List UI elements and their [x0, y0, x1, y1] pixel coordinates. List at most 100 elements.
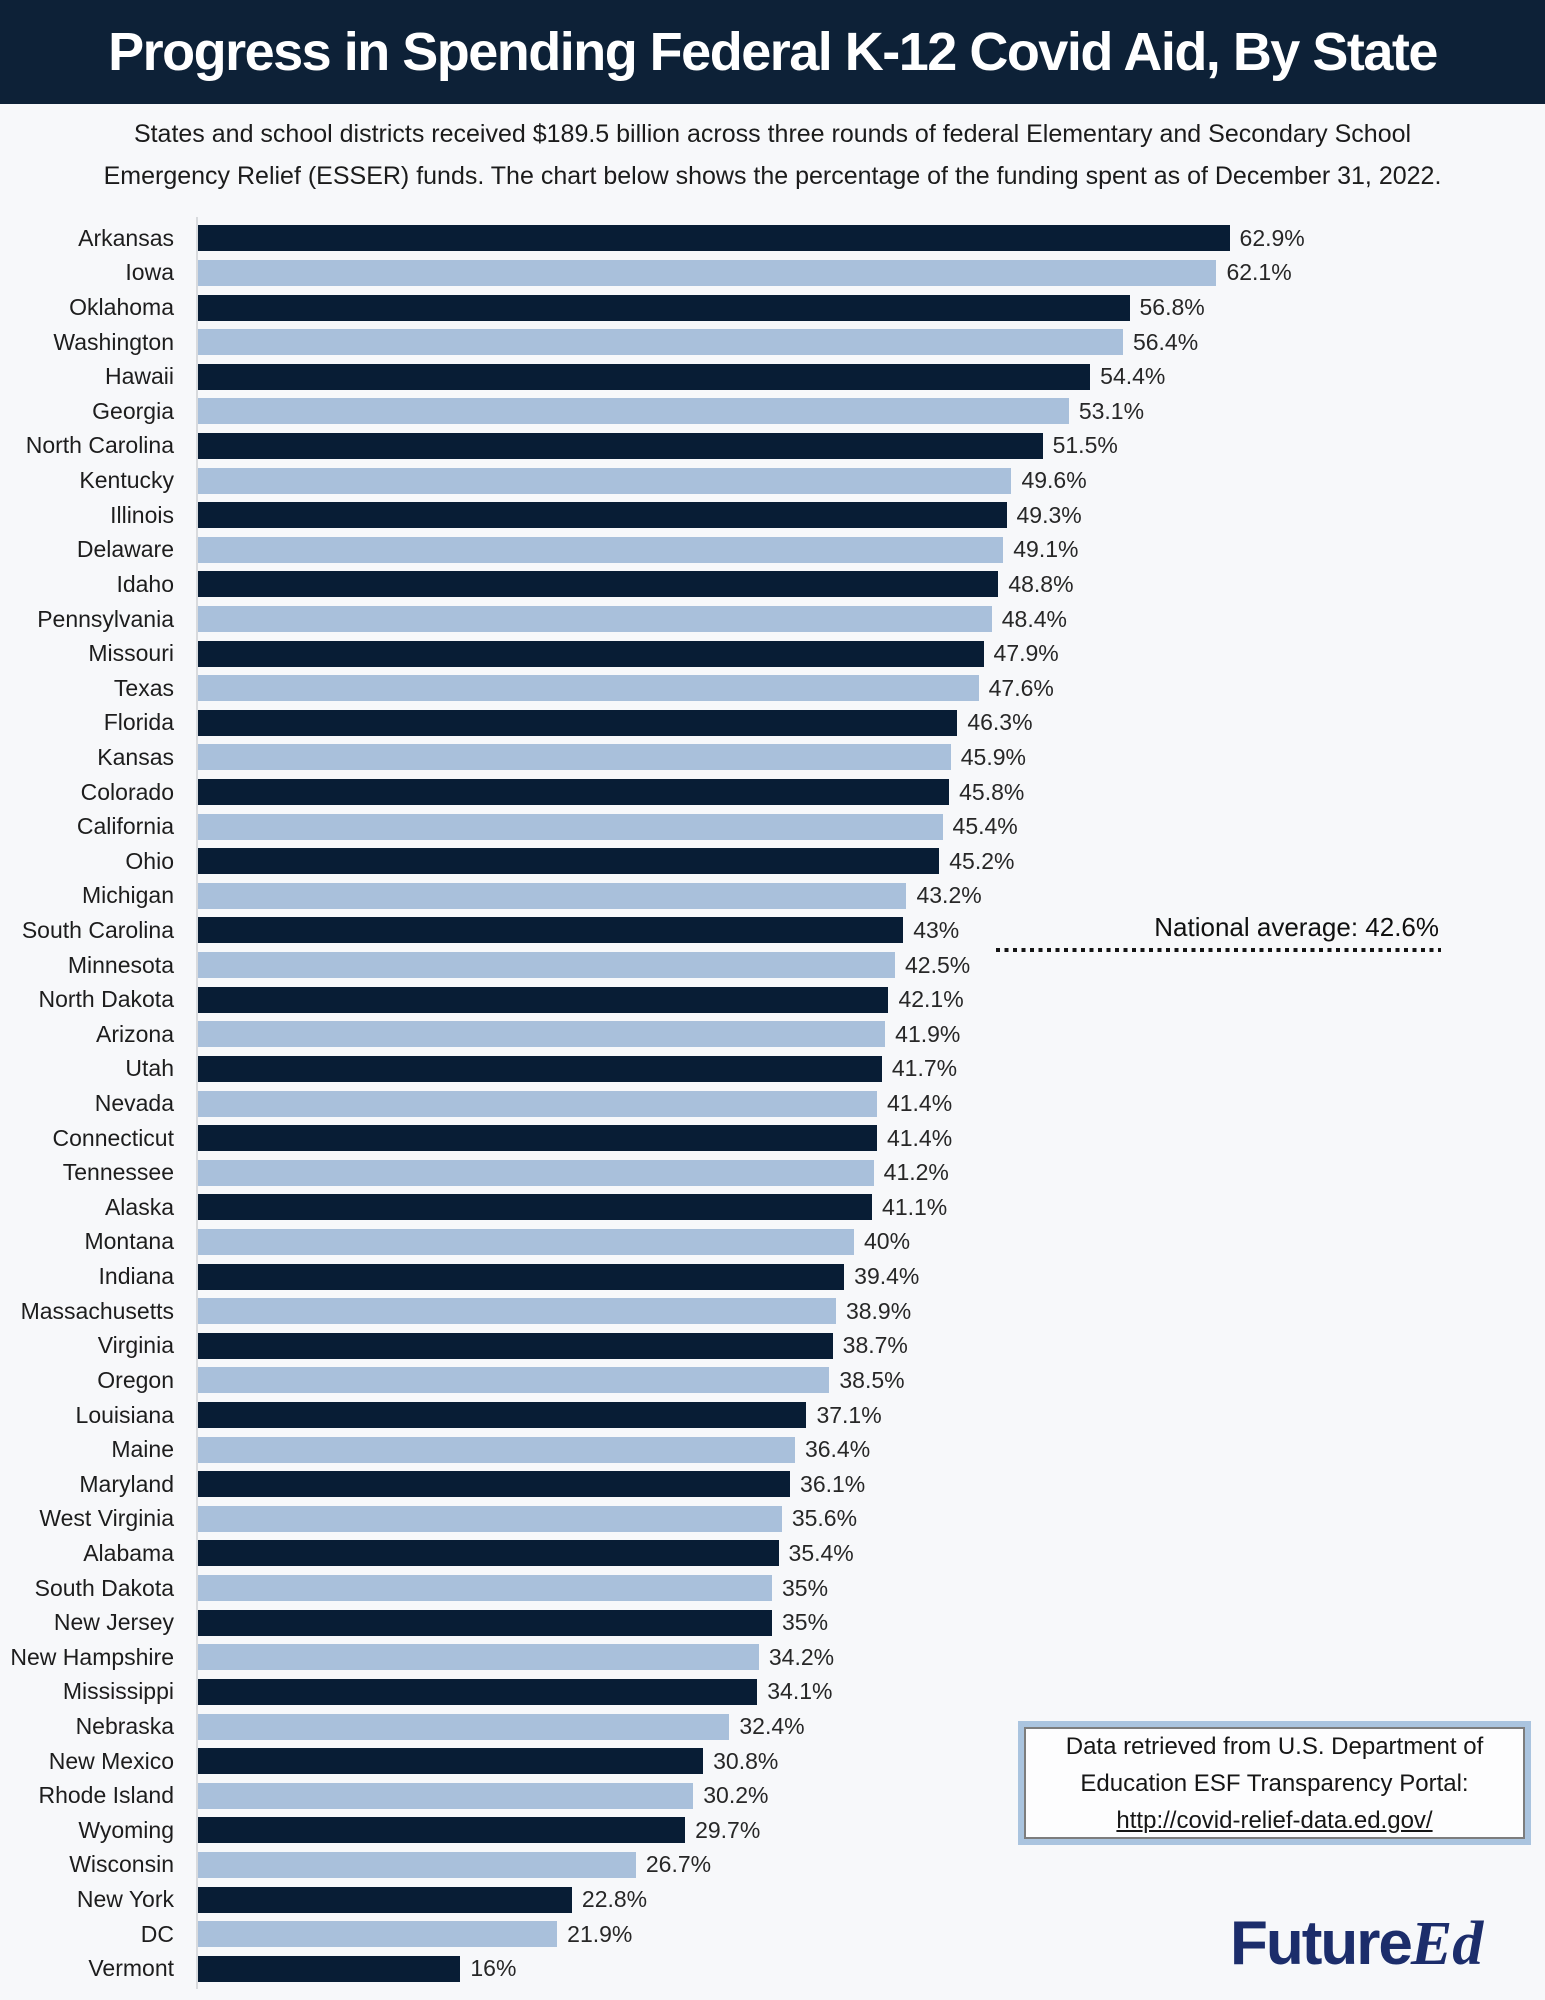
bar-value-label: 54.4%: [1100, 363, 1166, 390]
bar-label: Rhode Island: [38, 1782, 174, 1809]
bar-value-label: 39.4%: [854, 1263, 920, 1290]
bar-area: 45.2%: [198, 848, 1545, 875]
bar-label: Texas: [113, 674, 174, 701]
bar-value-label: 42.5%: [905, 951, 971, 978]
bar-label: Nevada: [94, 1090, 174, 1117]
bar-label: Ohio: [125, 847, 174, 874]
chart-subtitle: States and school districts received $18…: [0, 113, 1545, 197]
bar-rows: Arkansas 62.9% Iowa 62.1% Oklahoma 56.8% Washi…: [0, 221, 1545, 1986]
bar-label: California: [76, 813, 174, 840]
bar: [198, 1678, 758, 1705]
bar-row: Ohio 45.2%: [0, 844, 1545, 879]
bar-area: 56.4%: [198, 329, 1545, 356]
bar-area: 56.8%: [198, 294, 1545, 321]
bar: [198, 1782, 694, 1809]
bar-value-label: 41.4%: [886, 1090, 953, 1117]
bar-area: 35.4%: [198, 1540, 1545, 1567]
bar: [198, 1540, 779, 1567]
bar-label: Virginia: [97, 1332, 174, 1359]
bar-area: 34.2%: [198, 1644, 1545, 1671]
bar-label: Hawaii: [104, 363, 174, 390]
bar-value-label: 30.2%: [703, 1782, 769, 1809]
bar-row: Alabama 35.4%: [0, 1536, 1545, 1571]
bar-label: Iowa: [125, 259, 174, 286]
bar-label: Florida: [103, 709, 174, 736]
bar-value-label: 45.4%: [952, 813, 1018, 840]
bar-label: Alaska: [104, 1193, 174, 1220]
bar-row: Maine 36.4%: [0, 1432, 1545, 1467]
subtitle-line-1: States and school districts received $18…: [133, 120, 1412, 148]
source-url-link[interactable]: http://covid-relief-data.ed.gov/: [1116, 1806, 1433, 1834]
bar: [198, 813, 943, 840]
bar: [198, 1955, 461, 1982]
bar: [198, 917, 904, 944]
bar-row: Colorado 45.8%: [0, 775, 1545, 810]
bar: [198, 848, 940, 875]
bar: [198, 675, 979, 702]
futureed-logo: FutureEd: [1230, 1908, 1483, 1980]
bar: [198, 1159, 874, 1186]
bar-area: 45.8%: [198, 779, 1545, 806]
bar-area: 37.1%: [198, 1402, 1545, 1429]
bar-label: New York: [76, 1886, 174, 1913]
bar-value-label: 34.2%: [768, 1643, 835, 1670]
bar: [198, 467, 1012, 494]
bar-row: Oklahoma 56.8%: [0, 290, 1545, 325]
bar-value-label: 38.7%: [842, 1332, 908, 1359]
bar-area: 62.9%: [198, 225, 1545, 252]
national-average-label: National average: 42.6%: [1154, 912, 1439, 942]
bar-value-label: 29.7%: [695, 1816, 761, 1843]
bar-value-label: 62.9%: [1239, 224, 1305, 251]
bar-row: Idaho 48.8%: [0, 567, 1545, 602]
bar-value-label: 49.1%: [1013, 536, 1079, 563]
bar-value-label: 46.3%: [967, 709, 1033, 736]
bar-row: California 45.4%: [0, 809, 1545, 844]
bar-area: 36.1%: [198, 1471, 1545, 1498]
bar-value-label: 41.4%: [886, 1124, 953, 1151]
bar-area: 41.4%: [198, 1090, 1545, 1117]
bar-row: Tennessee 41.2%: [0, 1155, 1545, 1190]
bar: [198, 363, 1091, 390]
bar: [198, 1402, 807, 1429]
bar-area: 43.2%: [198, 882, 1545, 909]
bar-area: 41.7%: [198, 1055, 1545, 1082]
bar-value-label: 35%: [782, 1609, 829, 1636]
bar-value-label: 35%: [782, 1574, 829, 1601]
bar-value-label: 49.3%: [1016, 501, 1082, 528]
bar-row: New Jersey 35%: [0, 1605, 1545, 1640]
bar-value-label: 42.1%: [898, 986, 964, 1013]
bar-row: Iowa 62.1%: [0, 256, 1545, 291]
bar-label: DC: [140, 1920, 174, 1947]
bar-area: 46.3%: [198, 709, 1545, 736]
bar: [198, 1055, 882, 1082]
bar-area: 38.7%: [198, 1332, 1545, 1359]
bar-area: 49.1%: [198, 536, 1545, 563]
bar-label: Oklahoma: [69, 294, 174, 321]
bar-label: New Hampshire: [10, 1643, 174, 1670]
bar-label: Illinois: [110, 501, 174, 528]
bar-label: South Carolina: [21, 916, 174, 943]
bar-value-label: 35.6%: [791, 1505, 858, 1532]
bar-row: Georgia 53.1%: [0, 394, 1545, 429]
bar-value-label: 35.4%: [788, 1539, 854, 1566]
data-source-text: Data retrieved from U.S. Department of E…: [1024, 1727, 1525, 1839]
bar: [198, 1575, 772, 1602]
bar-area: 16%: [198, 1955, 1545, 1982]
bar-value-label: 45.9%: [960, 743, 1026, 770]
bar-area: 39.4%: [198, 1263, 1545, 1290]
bar-label: Pennsylvania: [37, 605, 174, 632]
bar-label: Wisconsin: [69, 1851, 174, 1878]
bar-area: 30.2%: [198, 1782, 1545, 1809]
bar-row: DC 21.9%: [0, 1917, 1545, 1952]
bar-value-label: 36.4%: [804, 1436, 871, 1463]
bar-value-label: 16%: [470, 1955, 517, 1982]
bar-label: Washington: [53, 328, 174, 355]
bar-area: 48.4%: [198, 606, 1545, 633]
bar-label: Minnesota: [67, 951, 174, 978]
bar-area: 22.8%: [198, 1886, 1545, 1913]
bar-label: Michigan: [81, 882, 174, 909]
bar-value-label: 22.8%: [581, 1886, 648, 1913]
bar-row: Indiana 39.4%: [0, 1259, 1545, 1294]
bar: [198, 709, 958, 736]
bar-row: Kentucky 49.6%: [0, 463, 1545, 498]
